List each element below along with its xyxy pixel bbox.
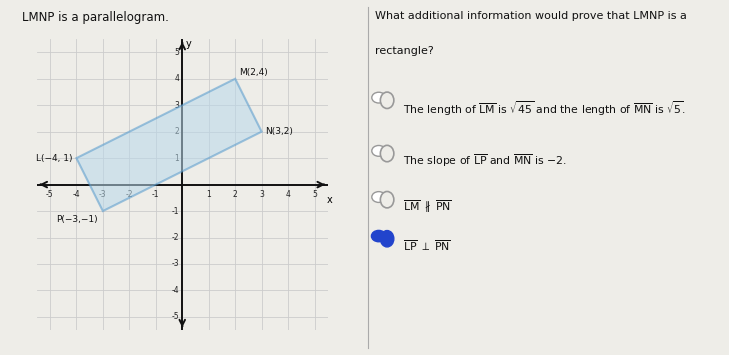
Text: 5: 5 [174,48,179,57]
Text: 3: 3 [174,101,179,110]
Polygon shape [77,79,262,211]
Text: $\overline{\rm LM}$ $\nparallel$ $\overline{\rm PN}$: $\overline{\rm LM}$ $\nparallel$ $\overl… [403,199,452,215]
Text: 2: 2 [233,190,238,199]
Text: What additional information would prove that LMNP is a: What additional information would prove … [375,11,687,21]
Circle shape [381,92,394,109]
Text: 3: 3 [260,190,264,199]
Text: The slope of $\overline{\rm LP}$ and $\overline{\rm MN}$ is $-2$.: The slope of $\overline{\rm LP}$ and $\o… [403,153,566,169]
Text: LMNP is a parallelogram.: LMNP is a parallelogram. [22,11,168,24]
Text: $\overline{\rm LP}$ $\perp$ $\overline{\rm PN}$: $\overline{\rm LP}$ $\perp$ $\overline{\… [403,238,451,252]
Text: y: y [185,39,191,49]
Text: -1: -1 [152,190,160,199]
Text: -3: -3 [99,190,106,199]
Circle shape [372,192,386,202]
Text: 2: 2 [174,127,179,136]
Text: -2: -2 [125,190,133,199]
Text: -5: -5 [46,190,54,199]
Text: N(3,2): N(3,2) [265,127,294,136]
Text: 4: 4 [174,74,179,83]
Circle shape [381,230,394,247]
Text: 4: 4 [286,190,291,199]
Text: P(−3,−1): P(−3,−1) [56,215,98,224]
Circle shape [381,145,394,162]
Text: L(−4, 1): L(−4, 1) [36,154,72,163]
Text: -4: -4 [171,286,179,295]
Text: x: x [327,195,332,205]
Circle shape [381,191,394,208]
Circle shape [372,146,386,156]
Text: 1: 1 [206,190,211,199]
Text: -5: -5 [171,312,179,321]
Text: M(2,4): M(2,4) [239,69,268,77]
Text: rectangle?: rectangle? [375,46,434,56]
Text: 1: 1 [174,154,179,163]
Text: -1: -1 [171,207,179,215]
Text: 5: 5 [312,190,317,199]
Text: -3: -3 [171,260,179,268]
Text: -4: -4 [73,190,80,199]
Circle shape [372,92,386,103]
Circle shape [371,230,386,242]
Text: -2: -2 [171,233,179,242]
Text: The length of $\overline{\rm LM}$ is $\sqrt{45}$ and the length of $\overline{\r: The length of $\overline{\rm LM}$ is $\s… [403,99,686,118]
